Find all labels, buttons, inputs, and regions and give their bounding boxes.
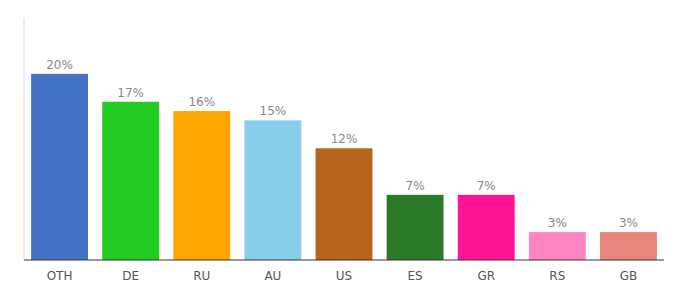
- chart-container: 20% 17% 16% 15% 12% 7% 7% 3% 3% OTH DE RU AU US ES GR RS…: [0, 0, 680, 300]
- data-label: 3%: [548, 216, 567, 230]
- chart: 20% 17% 16% 15% 12% 7% 7% 3% 3% OTH DE RU AU US ES GR RS…: [0, 0, 680, 300]
- bar: [173, 111, 230, 260]
- data-label: 3%: [619, 216, 638, 230]
- bar: [316, 148, 373, 260]
- data-label: 20%: [46, 58, 73, 72]
- data-label: 7%: [406, 179, 425, 193]
- x-tick-label: DE: [122, 269, 139, 283]
- bar: [529, 232, 586, 260]
- y-axis-line: [24, 18, 25, 260]
- data-label: 17%: [117, 86, 144, 100]
- data-label: 12%: [331, 132, 358, 146]
- bar: [387, 195, 444, 260]
- x-tick-label: RS: [549, 269, 565, 283]
- x-tick-label: ES: [408, 269, 423, 283]
- x-tick-label: GR: [477, 269, 495, 283]
- bar: [458, 195, 515, 260]
- data-label: 16%: [188, 95, 215, 109]
- bar: [600, 232, 657, 260]
- bar: [102, 102, 159, 260]
- x-tick-label: OTH: [47, 269, 73, 283]
- data-label: 7%: [477, 179, 496, 193]
- x-tick-label: RU: [193, 269, 210, 283]
- data-label: 15%: [260, 104, 287, 118]
- x-axis-line: [24, 260, 664, 261]
- x-tick-label: AU: [264, 269, 281, 283]
- x-tick-label: US: [336, 269, 352, 283]
- bar: [244, 120, 301, 260]
- bar: [31, 74, 88, 260]
- bars: [31, 74, 657, 260]
- x-tick-label: GB: [620, 269, 638, 283]
